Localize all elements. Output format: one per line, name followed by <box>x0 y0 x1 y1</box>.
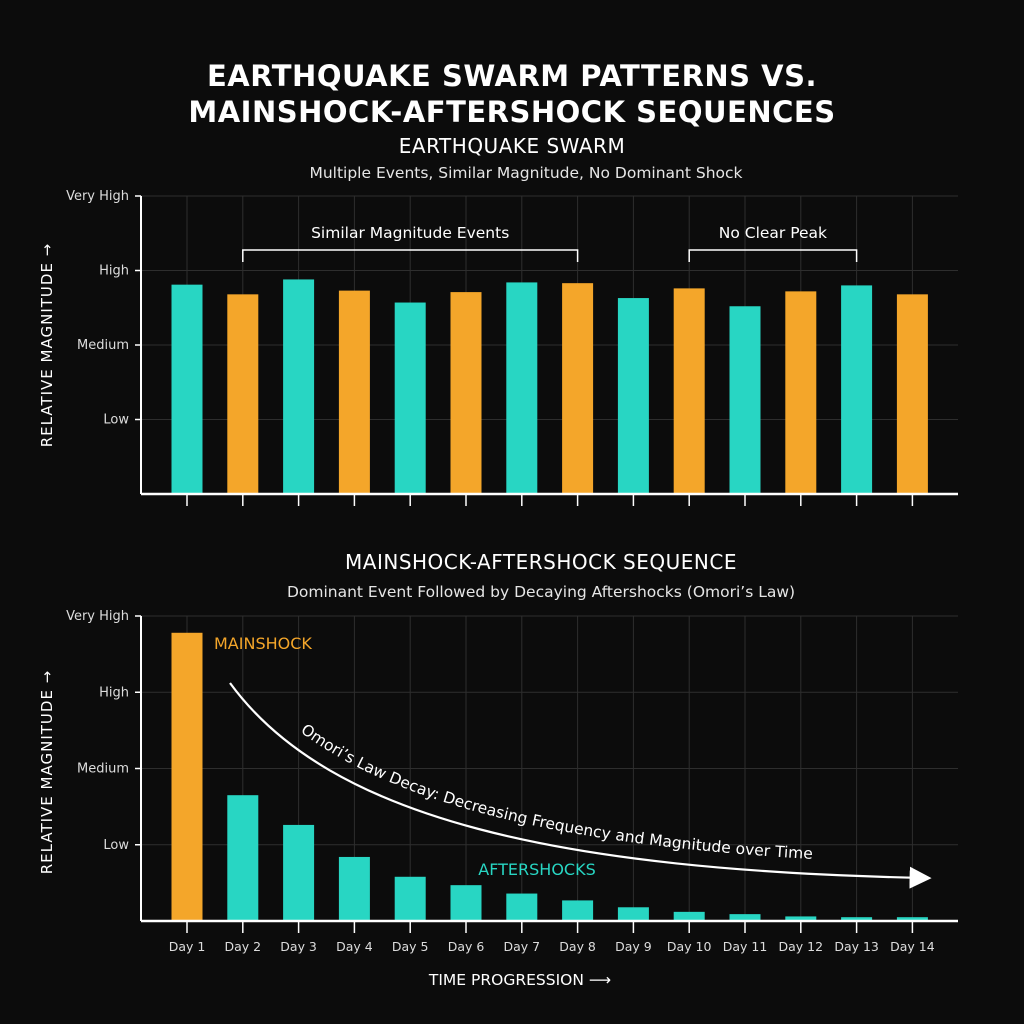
y-tick-label: Low <box>103 413 129 428</box>
bar-day-4 <box>338 290 370 494</box>
annotation-label: Similar Magnitude Events <box>311 224 509 242</box>
y-tick-label: High <box>99 264 129 279</box>
x-tick-label: Day 1 <box>169 939 206 954</box>
x-tick-label: Day 8 <box>559 939 596 954</box>
bar-day-10 <box>673 288 705 494</box>
x-tick-label: Day 4 <box>336 939 373 954</box>
bar-day-4 <box>338 856 370 921</box>
bar-day-11 <box>729 914 761 921</box>
bar-day-12 <box>785 291 817 494</box>
bar-day-10 <box>673 911 705 921</box>
bar-day-13 <box>841 285 873 494</box>
bar-day-2 <box>227 795 259 921</box>
swarm-title: EARTHQUAKE SWARM <box>399 134 625 158</box>
annotation-bracket <box>688 249 858 262</box>
annotation-bracket <box>242 249 579 262</box>
x-tick-label: Day 13 <box>834 939 879 954</box>
x-tick-label: Day 5 <box>392 939 429 954</box>
bar-day-11 <box>729 306 761 494</box>
bar-day-7 <box>506 893 538 921</box>
y-tick-label: Very High <box>66 189 129 204</box>
bar-day-14 <box>896 917 928 921</box>
y-tick-label: Medium <box>77 762 129 777</box>
annotation-label: No Clear Peak <box>719 224 827 242</box>
bar-day-1 <box>171 284 203 494</box>
sequence-title: MAINSHOCK-AFTERSHOCK SEQUENCE <box>345 550 737 574</box>
x-tick-label: Day 3 <box>280 939 317 954</box>
bar-day-13 <box>841 917 873 921</box>
x-tick-label: Day 11 <box>723 939 768 954</box>
x-tick-label: Day 12 <box>779 939 824 954</box>
y-tick-label: Low <box>103 838 129 853</box>
x-tick-label: Day 2 <box>224 939 261 954</box>
bar-day-12 <box>785 916 817 921</box>
bar-day-9 <box>617 298 649 494</box>
bar-day-5 <box>394 876 426 921</box>
sequence-subtitle: Dominant Event Followed by Decaying Afte… <box>287 583 795 601</box>
sequence-chart: Low Medium High Very High Day 1 Day 2 Day 3 Day… <box>66 609 958 954</box>
bar-day-3 <box>283 824 315 921</box>
x-tick-label: Day 7 <box>503 939 540 954</box>
x-tick-label: Day 10 <box>667 939 712 954</box>
y-tick-label: Medium <box>77 338 129 353</box>
main-title-line-2: MAINSHOCK-AFTERSHOCK SEQUENCES <box>188 95 835 129</box>
mainshock-label: MAINSHOCK <box>214 634 312 653</box>
x-tick-label: Day 6 <box>448 939 485 954</box>
bar-day-1 <box>171 632 203 921</box>
bar-day-6 <box>450 885 482 921</box>
swarm-subtitle: Multiple Events, Similar Magnitude, No D… <box>309 164 742 182</box>
bar-day-8 <box>562 283 594 494</box>
x-tick-label: Day 9 <box>615 939 652 954</box>
swarm-chart: Low Medium High Very High Similar Magnitude … <box>66 189 958 506</box>
omori-decay-curve <box>229 682 932 889</box>
bar-day-6 <box>450 292 482 494</box>
bar-day-2 <box>227 294 259 494</box>
x-axis-label: TIME PROGRESSION ⟶ <box>428 971 611 989</box>
y-tick-label: High <box>99 685 129 700</box>
bar-day-8 <box>562 900 594 921</box>
bar-day-14 <box>896 294 928 494</box>
y-tick-label: Very High <box>66 609 129 624</box>
swarm-y-axis-label: RELATIVE MAGNITUDE → <box>38 243 56 448</box>
bar-day-7 <box>506 282 538 494</box>
bar-day-9 <box>617 907 649 921</box>
aftershocks-label: AFTERSHOCKS <box>478 860 595 879</box>
bar-day-5 <box>394 302 426 494</box>
bar-day-3 <box>283 279 315 494</box>
sequence-y-axis-label: RELATIVE MAGNITUDE → <box>38 670 56 875</box>
x-tick-label: Day 14 <box>890 939 935 954</box>
main-title-line-1: EARTHQUAKE SWARM PATTERNS VS. <box>207 59 817 93</box>
